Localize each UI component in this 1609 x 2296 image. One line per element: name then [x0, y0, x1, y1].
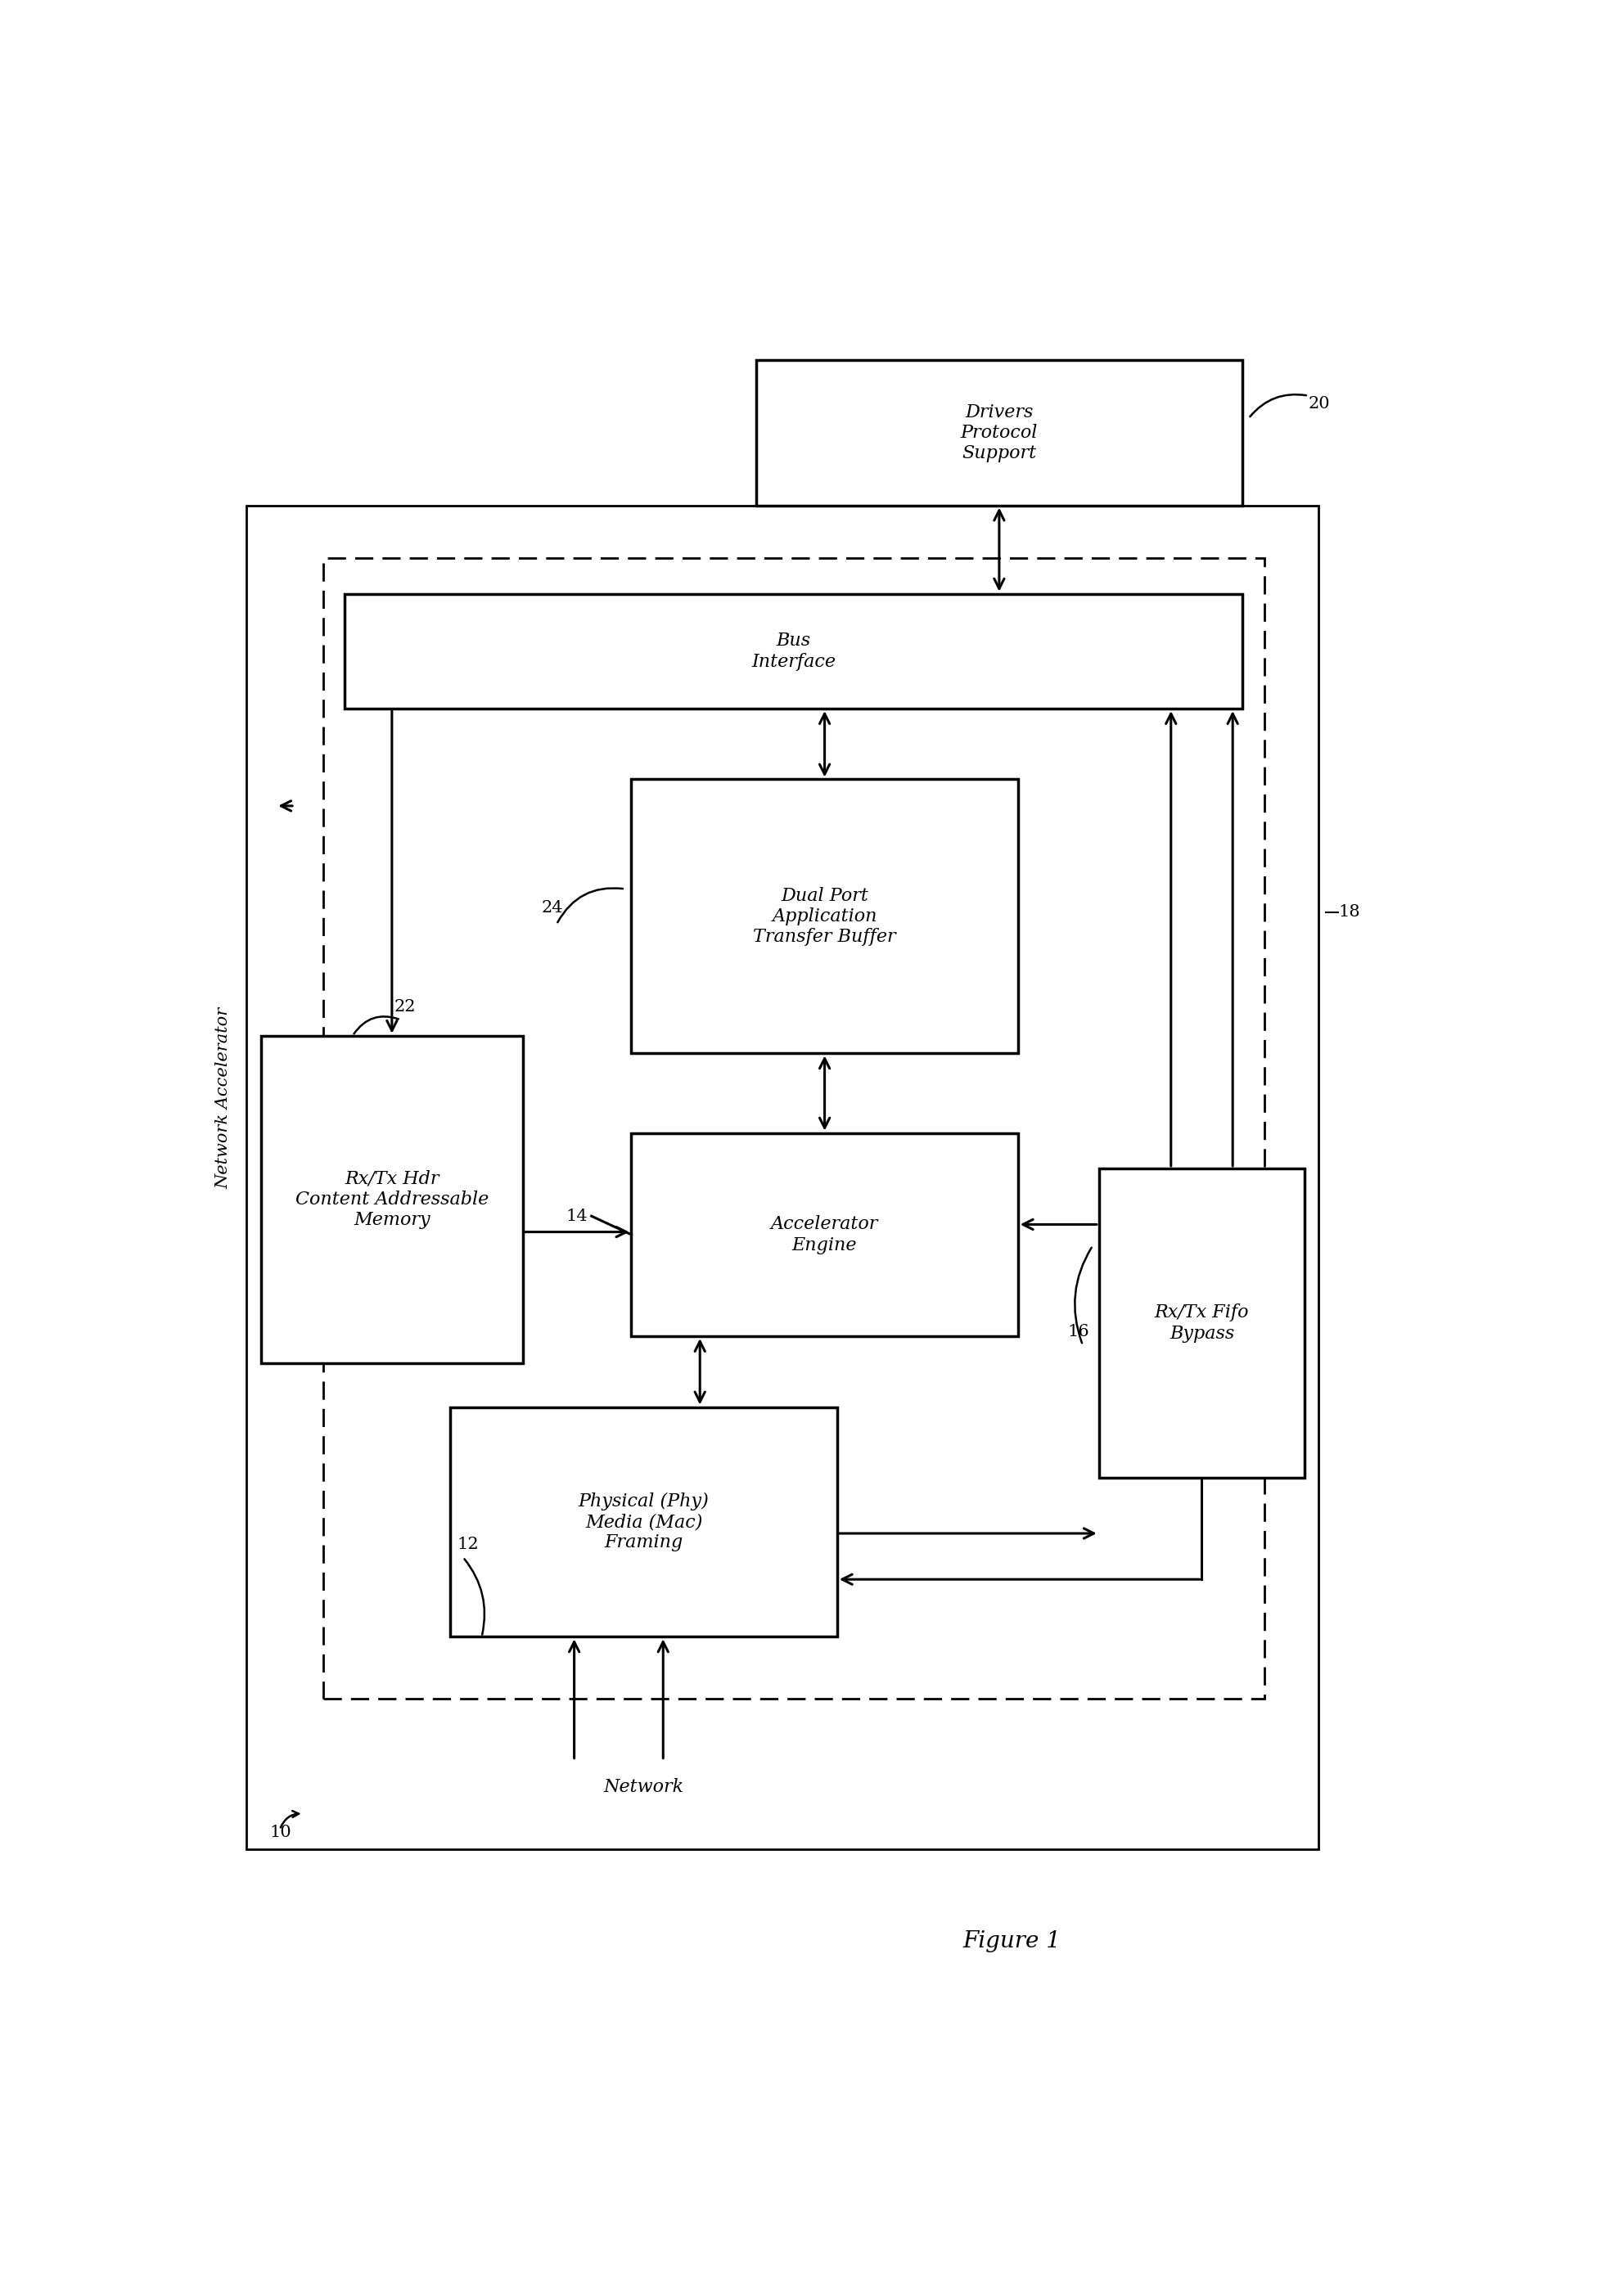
Text: Rx/Tx Fifo
Bypass: Rx/Tx Fifo Bypass — [1155, 1304, 1249, 1343]
Text: 18: 18 — [1339, 905, 1360, 921]
Text: Network Accelerator: Network Accelerator — [216, 1006, 232, 1189]
Text: 12: 12 — [457, 1536, 478, 1552]
Bar — [246, 505, 1318, 1848]
Bar — [631, 778, 1018, 1054]
Text: 16: 16 — [1067, 1325, 1089, 1341]
Bar — [1099, 1169, 1305, 1479]
Bar — [261, 1035, 523, 1364]
Bar — [756, 360, 1242, 505]
Bar — [631, 1132, 1018, 1336]
Bar — [451, 1407, 837, 1637]
Text: 14: 14 — [566, 1208, 587, 1224]
Text: 20: 20 — [1308, 395, 1331, 411]
Text: Figure 1: Figure 1 — [962, 1931, 1060, 1952]
Text: 10: 10 — [270, 1825, 291, 1839]
Text: 24: 24 — [541, 900, 563, 916]
Text: Dual Port
Application
Transfer Buffer: Dual Port Application Transfer Buffer — [753, 886, 896, 946]
Text: Physical (Phy)
Media (Mac)
Framing: Physical (Phy) Media (Mac) Framing — [578, 1492, 710, 1552]
Bar — [344, 595, 1242, 709]
Bar — [323, 558, 1265, 1699]
Text: Drivers
Protocol
Support: Drivers Protocol Support — [961, 404, 1038, 464]
Text: Accelerator
Engine: Accelerator Engine — [771, 1215, 879, 1254]
Text: 22: 22 — [394, 999, 417, 1015]
Text: Rx/Tx Hdr
Content Addressable
Memory: Rx/Tx Hdr Content Addressable Memory — [294, 1169, 489, 1228]
Text: Bus
Interface: Bus Interface — [751, 631, 835, 670]
Text: Network: Network — [603, 1777, 684, 1795]
